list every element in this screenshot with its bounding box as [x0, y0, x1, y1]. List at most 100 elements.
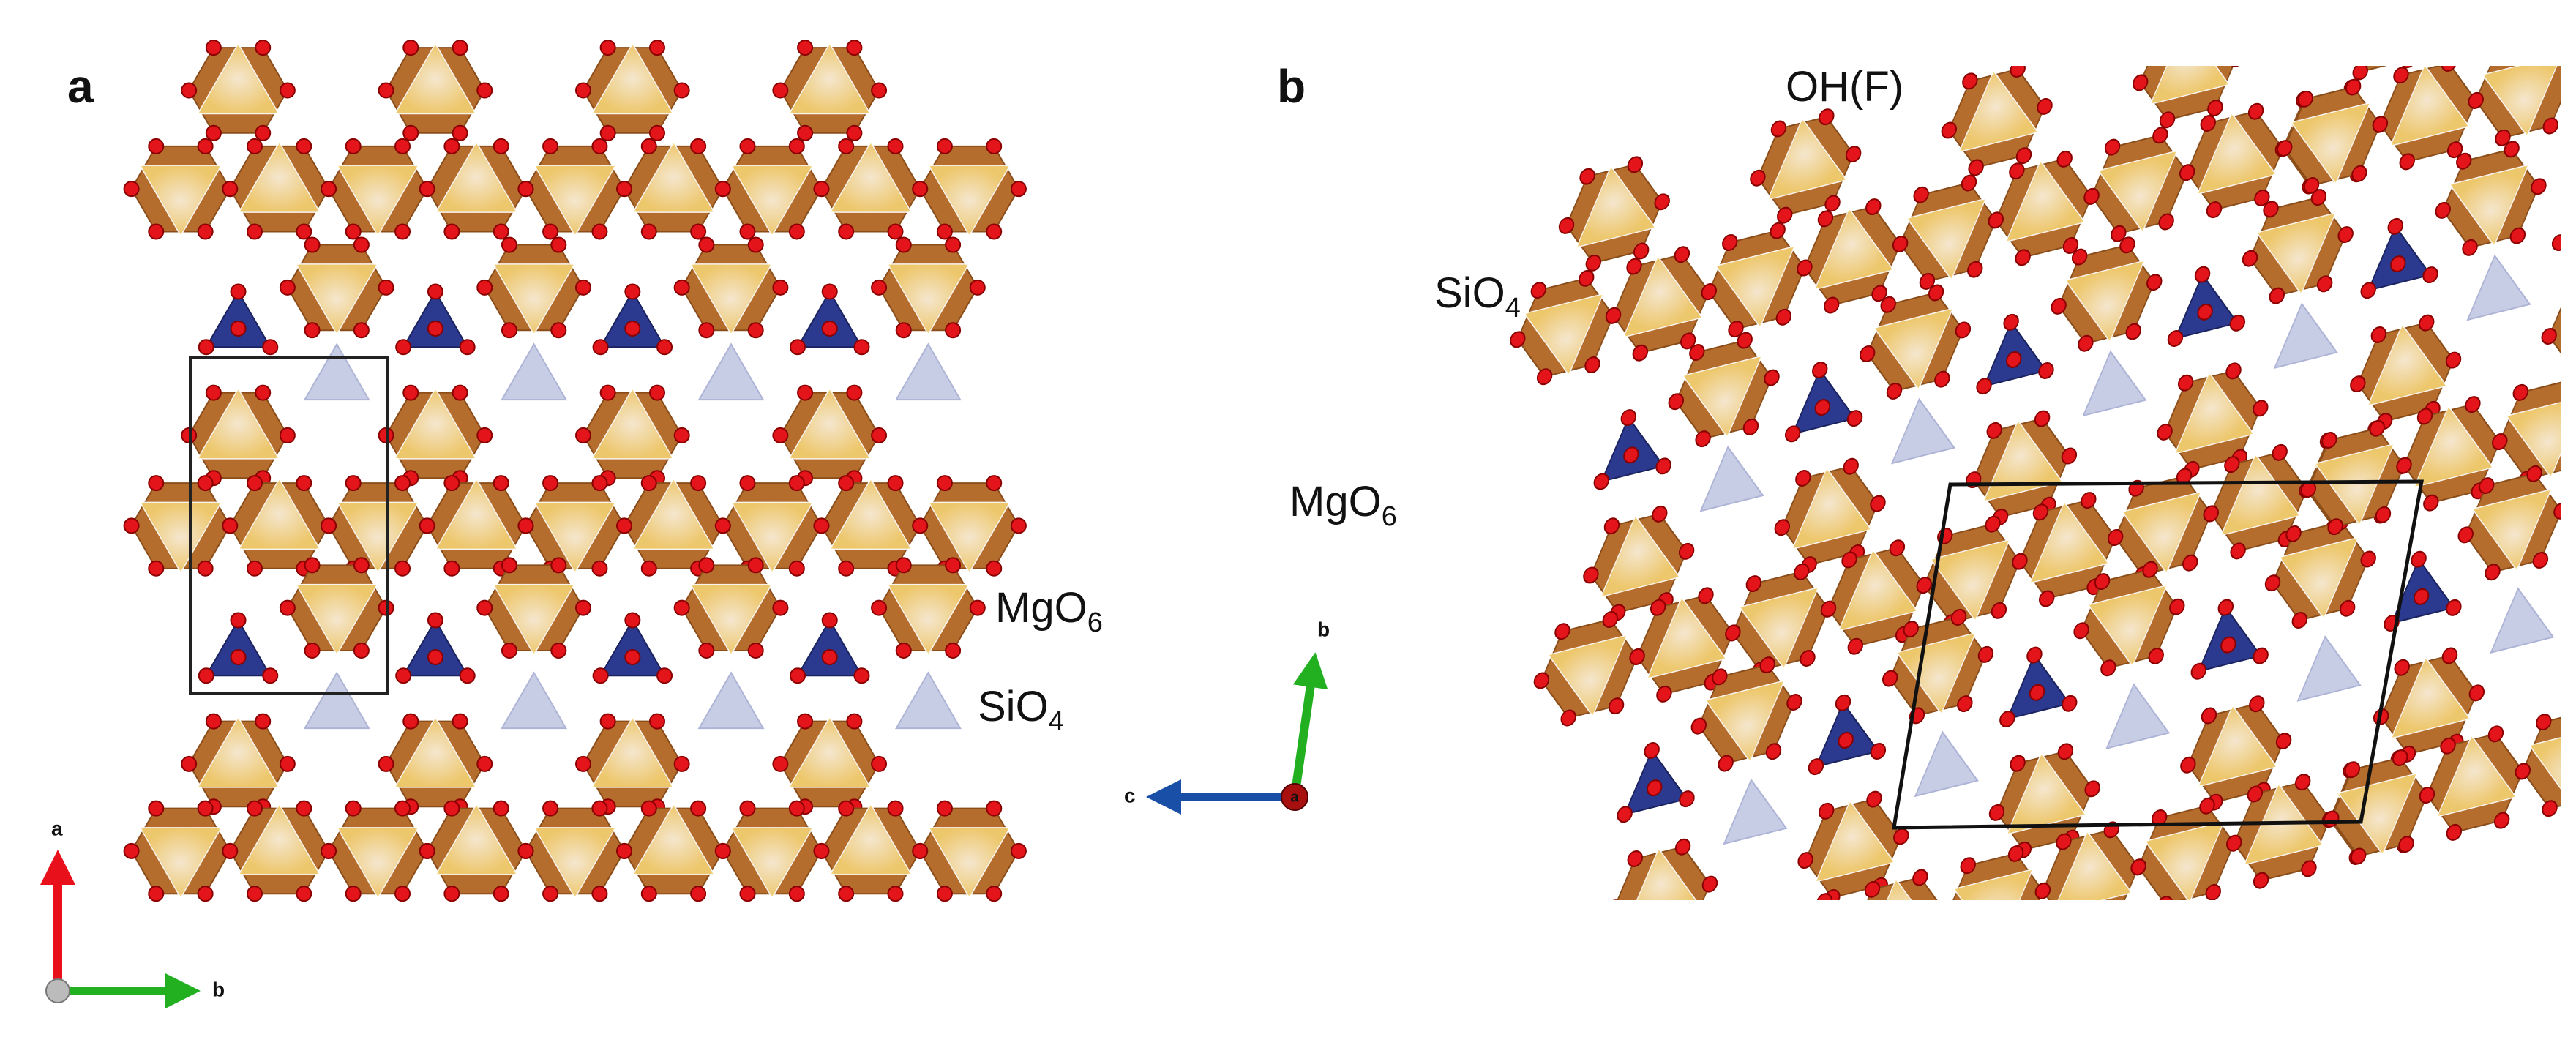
mgo6-face: [788, 42, 872, 115]
mgo6-face: [2255, 211, 2337, 296]
oxygen-atom: [394, 886, 411, 902]
oxygen-atom: [501, 642, 517, 659]
oxygen-atom: [821, 649, 838, 665]
sio4-tetrahedron: [697, 671, 765, 730]
mgo6-face: [1523, 293, 1604, 376]
oxygen-atom: [1510, 331, 1526, 348]
oxygen-atom: [1605, 307, 1622, 324]
mgo6-face: [492, 583, 576, 656]
oxygen-atom: [2285, 525, 2302, 542]
mgo6-face: [2505, 395, 2561, 479]
oxygen-atom: [2247, 102, 2264, 120]
oxygen-atom: [2201, 707, 2217, 725]
oxygen-atom: [378, 427, 394, 443]
oxygen-atom: [2564, 67, 2576, 86]
mgo6-face: [927, 501, 1011, 574]
oxygen-atom: [2422, 1, 2437, 20]
oxygen-atom: [2553, 502, 2561, 520]
oxygen-atom: [2416, 408, 2433, 425]
oxygen-atom: [887, 138, 904, 154]
oxygen-atom: [871, 599, 888, 616]
oxygen-atom: [739, 886, 756, 902]
oxygen-atom: [788, 138, 805, 154]
oxygen-atom: [2006, 351, 2022, 368]
oxygen-atom: [2220, 636, 2236, 654]
oxygen-atom: [1674, 838, 1691, 856]
oxygen-atom: [945, 642, 962, 659]
oxygen-atom: [2015, 249, 2031, 266]
oxygen-atom: [2394, 659, 2410, 676]
oxygen-atom: [624, 321, 641, 337]
oxygen-atom: [2566, 458, 2576, 476]
oxygen-atom: [1674, 928, 1689, 946]
oxygen-atom: [2393, 67, 2409, 84]
oxygen-atom: [1797, 259, 1813, 277]
mgo6-face: [1623, 847, 1704, 900]
mgo6-face: [1813, 207, 1895, 291]
oxygen-atom: [2169, 598, 2185, 615]
mgo6-face: [2530, 0, 2576, 8]
oxygen-atom: [443, 223, 460, 240]
oxygen-atom: [452, 384, 468, 401]
oxygen-atom: [1623, 446, 1639, 464]
oxygen-atom: [2316, 275, 2333, 293]
oxygen-atom: [2177, 374, 2194, 392]
mgo6-face: [492, 263, 576, 336]
oxygen-atom: [1988, 211, 2004, 229]
oxygen-atom: [2081, 492, 2097, 509]
label: SiO4: [1434, 269, 1521, 323]
oxygen-atom: [501, 557, 517, 574]
mgo6-face: [1791, 467, 1873, 550]
oxygen-atom: [1668, 393, 1684, 411]
mgo6-face: [1873, 307, 1954, 391]
oxygen-atom: [2062, 919, 2078, 937]
mgo6-octahedron: [2569, 602, 2576, 713]
oxygen-atom: [936, 800, 953, 817]
oxygen-atom: [1593, 473, 1609, 490]
oxygen-atom: [1722, 233, 1738, 251]
oxygen-atom: [345, 223, 362, 240]
oxygen-atom: [853, 667, 870, 684]
oxygen-atom: [1625, 940, 1641, 958]
oxygen-atom: [2247, 785, 2264, 803]
oxygen-atom: [1814, 399, 1831, 416]
oxygen-atom: [296, 475, 312, 492]
oxygen-atom: [2301, 860, 2317, 877]
oxygen-atom: [1786, 694, 1802, 711]
oxygen-atom: [205, 40, 222, 56]
oxygen-atom: [2062, 237, 2079, 254]
oxygen-atom: [1602, 611, 1619, 628]
oxygen-atom: [296, 223, 312, 240]
oxygen-atom: [255, 40, 272, 56]
oxygen-atom: [739, 475, 756, 492]
axis-label: b: [1317, 618, 1330, 640]
sio4-tetrahedron: [501, 342, 568, 401]
mgo6-octahedron: [2548, 274, 2561, 375]
oxygen-atom: [378, 279, 394, 296]
oxygen-atom: [1701, 875, 1718, 893]
oxygen-atom: [443, 560, 460, 577]
oxygen-atom: [2327, 518, 2343, 536]
oxygen-atom: [936, 475, 953, 492]
oxygen-atom: [402, 384, 419, 401]
oxygen-atom: [2468, 91, 2484, 109]
oxygen-atom: [2078, 334, 2094, 352]
oxygen-atom: [591, 560, 608, 577]
mgo6-face: [2528, 725, 2561, 808]
oxygen-atom: [1859, 345, 1876, 362]
oxygen-atom: [969, 599, 986, 616]
mgo6-face: [730, 827, 814, 899]
oxygen-atom: [1655, 457, 1671, 475]
oxygen-atom: [1626, 258, 1642, 275]
mgo6-face: [533, 165, 617, 237]
mgo6-face: [927, 827, 1011, 899]
oxygen-atom: [1808, 758, 1824, 776]
oxygen-atom: [2071, 248, 2088, 266]
mgo6-face: [730, 501, 814, 574]
oxygen-atom: [2039, 590, 2055, 607]
oxygen-atom: [1674, 246, 1690, 263]
oxygen-atom: [2435, 201, 2451, 219]
sio4-tetrahedron: [2296, 635, 2362, 702]
oxygen-atom: [912, 842, 929, 859]
oxygen-atom: [2419, 786, 2435, 804]
